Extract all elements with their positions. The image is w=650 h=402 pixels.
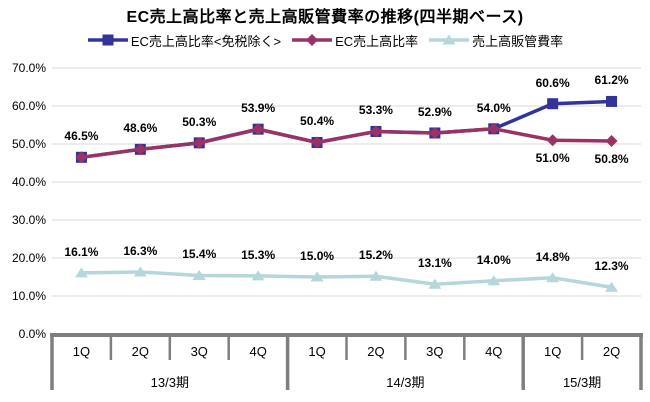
triangle-marker-icon bbox=[442, 34, 456, 45]
diamond-marker-icon bbox=[252, 123, 265, 136]
legend-label: EC売上高比率<免税除く> bbox=[130, 33, 282, 49]
series-line-0 bbox=[81, 99, 612, 160]
square-marker-icon bbox=[606, 95, 618, 107]
legend: EC売上高比率<免税除く> EC売上高比率 売上高販管費率 bbox=[0, 30, 650, 50]
triangle-marker-icon bbox=[428, 278, 442, 289]
triangle-marker-icon bbox=[251, 270, 265, 281]
diamond-marker-icon bbox=[134, 143, 147, 156]
diamond-marker-icon bbox=[306, 34, 319, 46]
triangle-marker-icon bbox=[546, 272, 560, 283]
square-marker-icon bbox=[102, 34, 114, 46]
triangle-marker-icon bbox=[310, 271, 324, 282]
triangle-marker-icon bbox=[192, 269, 206, 280]
legend-marker-diamond-icon bbox=[292, 34, 333, 46]
legend-marker-triangle-icon bbox=[429, 34, 470, 45]
legend-item-ec-ratio: EC売上高比率 bbox=[291, 31, 418, 50]
legend-label: EC売上高比率 bbox=[335, 33, 419, 49]
diamond-marker-icon bbox=[546, 134, 559, 147]
diamond-marker-icon bbox=[487, 122, 500, 135]
legend-marker-square-icon bbox=[87, 34, 128, 46]
legend-label: 売上高販管費率 bbox=[472, 33, 564, 49]
series-line-1 bbox=[81, 127, 612, 160]
triangle-marker-icon bbox=[133, 266, 147, 277]
triangle-marker-icon bbox=[605, 281, 619, 292]
diamond-marker-icon bbox=[428, 126, 441, 139]
diamond-marker-icon bbox=[75, 151, 88, 164]
triangle-marker-icon bbox=[487, 275, 501, 286]
triangle-marker-icon bbox=[369, 270, 383, 281]
square-marker-icon bbox=[547, 98, 559, 110]
triangle-marker-icon bbox=[74, 267, 88, 278]
diamond-marker-icon bbox=[193, 136, 206, 149]
diamond-marker-icon bbox=[369, 125, 382, 138]
series-line-2 bbox=[81, 270, 612, 289]
diamond-marker-icon bbox=[311, 136, 324, 149]
legend-item-sga-ratio: 売上高販管費率 bbox=[428, 31, 563, 50]
legend-item-ec-ratio-excl-taxfree: EC売上高比率<免税除く> bbox=[87, 31, 281, 50]
diamond-marker-icon bbox=[605, 134, 618, 147]
chart-title: EC売上高比率と売上高販管費率の推移(四半期ベース) bbox=[126, 9, 524, 26]
